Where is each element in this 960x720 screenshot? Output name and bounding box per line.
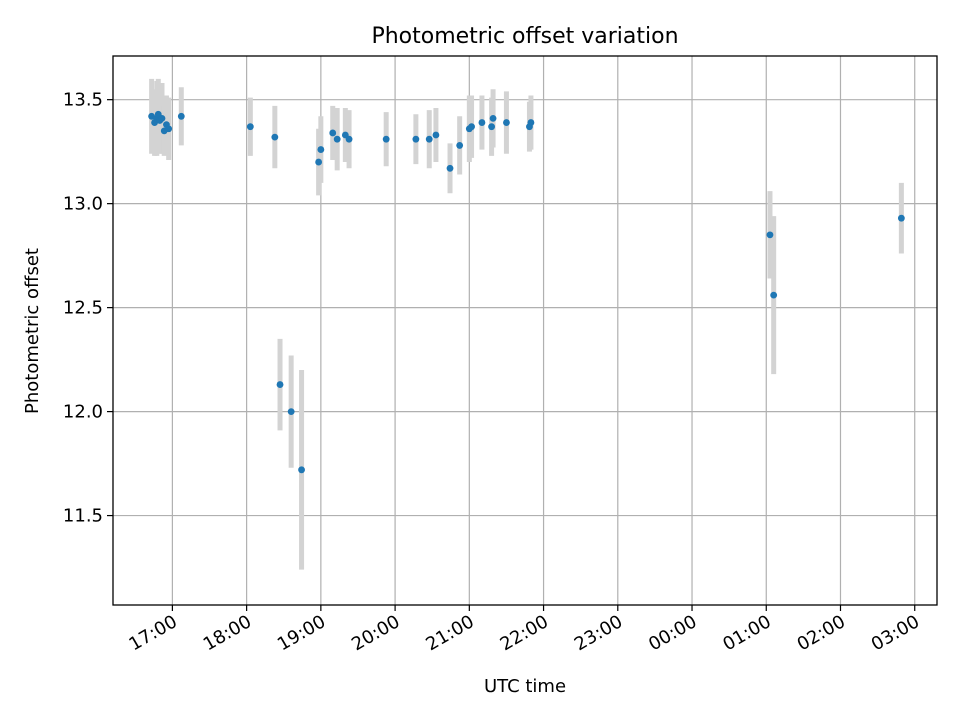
x-tick-label: 02:00 (794, 611, 849, 655)
x-tick-label: 22:00 (497, 611, 552, 655)
y-tick-label: 13.5 (63, 90, 103, 111)
x-tick-label: 00:00 (645, 611, 700, 655)
data-point (446, 164, 454, 172)
y-tick-labels: 11.5 12.0 12.5 13.0 13.5 (63, 90, 103, 527)
data-point (478, 119, 486, 126)
chart-title: Photometric offset variation (371, 24, 678, 49)
data-point (432, 131, 440, 139)
data-point (158, 114, 166, 122)
x-tick-labels: 17:00 18:00 19:00 20:00 21:00 22:00 23:00 00:00… (125, 611, 923, 655)
y-tick-label: 13.0 (63, 194, 103, 215)
y-tick-label: 11.5 (63, 506, 103, 527)
x-axis-label: UTC time (484, 676, 566, 697)
data-point (503, 119, 510, 126)
x-tick-label: 03:00 (868, 611, 923, 655)
data-point (177, 112, 185, 120)
data-point (329, 129, 337, 137)
data-point (456, 142, 464, 149)
data-point (425, 135, 433, 143)
data-point (412, 135, 420, 143)
data-point (276, 381, 284, 388)
data-point (770, 291, 778, 299)
data-point (897, 214, 905, 222)
data-point (766, 231, 774, 239)
x-tick-label: 21:00 (422, 611, 477, 655)
data-point (246, 123, 254, 131)
error-bars (149, 78, 904, 570)
data-point (315, 158, 323, 166)
x-tick-label: 17:00 (125, 611, 180, 655)
x-tick-label: 23:00 (571, 611, 626, 655)
y-tick-label: 12.5 (63, 298, 103, 319)
data-point (148, 112, 156, 120)
data-point (345, 135, 353, 143)
data-point (271, 133, 279, 141)
data-points (148, 110, 905, 474)
axis-ticks (107, 99, 916, 611)
data-point (287, 408, 295, 416)
data-point (468, 123, 475, 131)
y-axis-label: Photometric offset (22, 248, 43, 414)
data-point (298, 466, 305, 474)
x-tick-label: 18:00 (200, 611, 255, 655)
plot-frame (112, 55, 938, 606)
data-point (488, 123, 495, 131)
data-point (333, 135, 341, 143)
grid (113, 56, 937, 605)
x-tick-label: 01:00 (719, 611, 774, 655)
data-point (527, 119, 535, 126)
data-point (382, 135, 390, 143)
x-tick-label: 19:00 (274, 611, 329, 655)
data-point (317, 146, 325, 153)
x-tick-label: 20:00 (348, 611, 403, 655)
y-tick-label: 12.0 (63, 402, 103, 423)
data-point (165, 125, 173, 133)
data-point (489, 114, 497, 122)
